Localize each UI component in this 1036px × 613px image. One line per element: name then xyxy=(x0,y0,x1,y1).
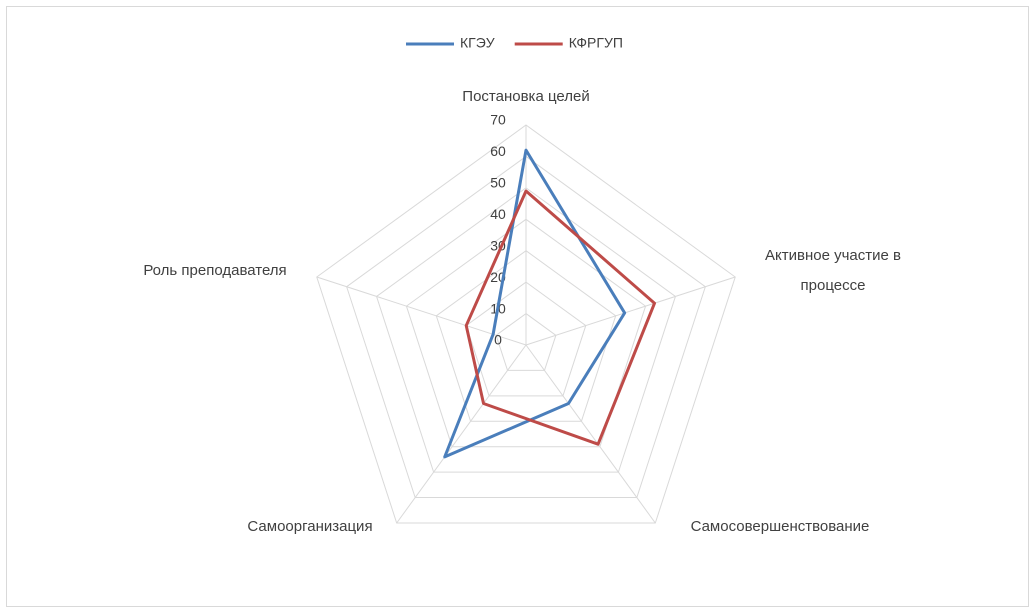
category-label: Активное участие в процессе xyxy=(765,247,901,294)
series-line xyxy=(464,189,657,446)
r-tick-label: 60 xyxy=(490,143,506,159)
category-label: Самоорганизация xyxy=(247,518,373,535)
legend-label: КФРГУП xyxy=(569,35,623,51)
r-tick-label: 40 xyxy=(490,206,506,222)
grid-ring xyxy=(316,124,736,524)
grid-ring xyxy=(405,218,647,448)
r-tick-label: 0 xyxy=(494,332,502,348)
grid-ring xyxy=(346,155,706,499)
spoke xyxy=(316,276,527,346)
legend-label: КГЭУ xyxy=(460,35,495,51)
grid-ring xyxy=(375,187,677,473)
chart-border xyxy=(6,6,1029,607)
spoke xyxy=(396,344,527,524)
spoke xyxy=(525,344,656,524)
category-label: Роль преподавателя xyxy=(143,262,287,279)
spoke xyxy=(525,276,736,346)
category-label: Постановка целей xyxy=(462,88,590,105)
series-line xyxy=(443,148,627,459)
grid-ring xyxy=(495,312,557,371)
category-label: Самосовершенствование xyxy=(690,518,870,535)
grid-ring xyxy=(465,281,587,397)
r-tick-label: 50 xyxy=(490,175,506,191)
r-tick-label: 70 xyxy=(490,112,506,128)
